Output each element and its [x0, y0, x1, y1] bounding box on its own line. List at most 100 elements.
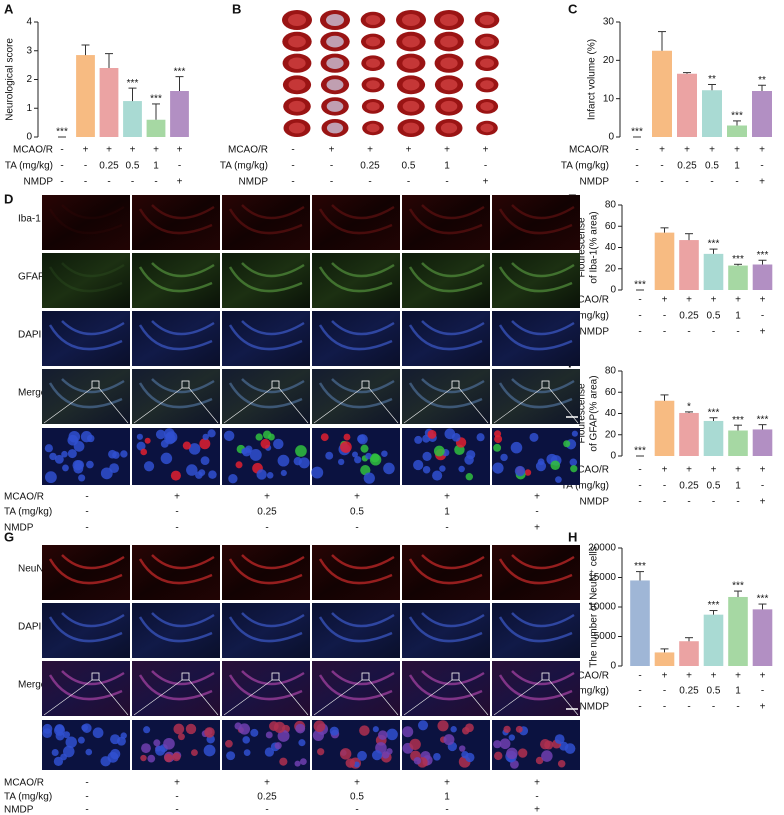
zoom-line [43, 387, 93, 424]
condition-label: MCAO/R [4, 492, 44, 503]
condition-label: MCAO/R [13, 145, 53, 156]
cell [413, 459, 424, 471]
condition-value: - [175, 792, 178, 803]
condition-value: 1 [735, 311, 741, 322]
micrograph [492, 661, 580, 716]
cell [465, 473, 473, 481]
y-tick-label: 10 [603, 93, 615, 104]
brain-slice-core [440, 122, 458, 134]
condition-value: - [60, 161, 63, 172]
cell [570, 465, 578, 473]
condition-value: - [663, 686, 666, 697]
micrograph [132, 311, 220, 366]
bar [654, 400, 675, 456]
bar [752, 264, 773, 290]
condition-value: - [330, 177, 333, 188]
condition-value: - [291, 145, 294, 156]
cell [266, 471, 274, 479]
significance: *** [634, 280, 646, 291]
brain-slice-core [288, 35, 306, 48]
cell [155, 429, 166, 440]
condition-label: NMDP [4, 805, 34, 815]
hippocampus [138, 204, 215, 235]
y-axis-label: of Iba-1(% area) [589, 211, 600, 283]
cell [256, 469, 267, 480]
condition-value: + [534, 492, 540, 503]
cell [147, 754, 156, 763]
condition-value: 0.25 [257, 792, 277, 803]
cell [499, 738, 511, 750]
micrograph [222, 311, 310, 366]
brain-slice-core [366, 123, 380, 133]
condition-value: 0.25 [677, 161, 697, 172]
cell [417, 720, 429, 731]
zoom-line [403, 679, 453, 716]
zoom-line [458, 679, 489, 716]
hippocampus [318, 670, 395, 701]
error-bar [758, 424, 767, 430]
bar [123, 101, 142, 137]
cell [432, 470, 443, 481]
cell [492, 462, 504, 474]
cell [357, 434, 366, 443]
cell [569, 458, 578, 467]
condition-value: - [761, 481, 764, 492]
y-tick-label: 1 [26, 103, 32, 114]
error-bar [708, 83, 716, 91]
error-bar [734, 590, 742, 597]
micrograph [42, 253, 130, 308]
condition-value: + [760, 295, 766, 306]
zoom-line [98, 387, 129, 424]
zoom-line [278, 679, 309, 716]
condition-value: - [445, 805, 448, 815]
zoom-box [181, 672, 190, 681]
condition-label: MCAO/R [4, 778, 44, 789]
y-tick-label: 80 [605, 200, 617, 211]
micrograph [402, 545, 490, 600]
condition-value: + [264, 492, 270, 503]
bar [679, 641, 699, 666]
cell [359, 725, 370, 736]
condition-value: 0.25 [679, 481, 699, 492]
condition-value: - [638, 295, 641, 306]
condition-value: - [368, 177, 371, 188]
cell [443, 734, 455, 746]
brain-slice-core [326, 14, 344, 26]
cell [62, 464, 69, 472]
condition-value: 0.5 [707, 311, 721, 322]
micrograph [492, 369, 580, 424]
cell [54, 454, 64, 464]
cell [295, 445, 307, 457]
hippocampus [318, 378, 395, 409]
brain-slice-core [402, 14, 420, 26]
micrograph [222, 661, 310, 716]
micrograph [222, 369, 310, 424]
y-axis-label: Flourescense [577, 383, 588, 443]
row-label: Merge [18, 680, 47, 691]
brain-slice-core [440, 14, 458, 26]
cell [170, 470, 181, 481]
cell [277, 454, 290, 467]
error-bar [81, 44, 90, 56]
micrograph [312, 369, 400, 424]
cell [313, 720, 326, 733]
significance: *** [757, 594, 769, 605]
cell [337, 458, 345, 466]
y-tick-label: 40 [605, 408, 617, 419]
condition-value: - [154, 177, 157, 188]
condition-value: - [710, 177, 713, 188]
cell [140, 448, 148, 456]
condition-value: + [177, 177, 183, 188]
cell [353, 761, 360, 768]
cell [381, 751, 390, 759]
condition-value: + [177, 145, 183, 156]
cell [381, 450, 388, 457]
condition-value: - [355, 805, 358, 815]
micrograph [402, 369, 490, 424]
condition-label: NMDP [4, 523, 34, 534]
cell [153, 739, 161, 747]
cell [476, 433, 485, 442]
zoom-line [403, 387, 453, 424]
condition-value: + [662, 465, 668, 476]
y-tick-label: 10000 [588, 602, 616, 613]
